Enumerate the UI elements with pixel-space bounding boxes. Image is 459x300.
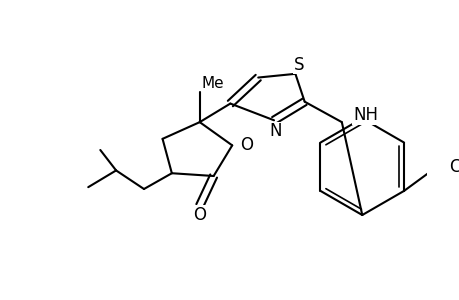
Text: O: O [240, 136, 253, 154]
Text: N: N [269, 122, 281, 140]
Text: Me: Me [201, 76, 224, 91]
Text: S: S [293, 56, 304, 74]
Text: Cl: Cl [448, 158, 459, 176]
Text: O: O [193, 206, 206, 224]
Text: NH: NH [352, 106, 377, 124]
